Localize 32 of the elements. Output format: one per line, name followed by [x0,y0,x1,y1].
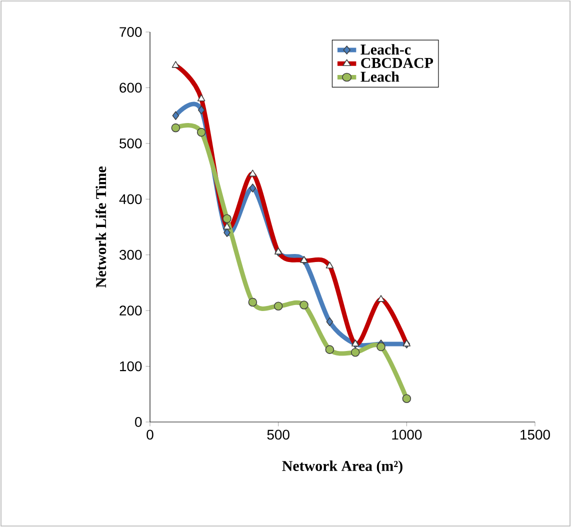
x-tick-label: 1000 [392,430,422,440]
x-axis-title: Network Area (m²) [282,460,402,474]
point [196,128,206,137]
y-tick-label: 400 [119,194,142,204]
legend-label: Leach [360,71,400,82]
point [248,298,258,307]
point [222,214,232,224]
point [376,342,386,352]
point [249,184,256,192]
point [172,111,180,120]
point [300,300,308,310]
x-tick-label: 500 [267,430,290,440]
y-tick-label: 0 [135,417,142,427]
point [326,317,334,326]
y-tick-label: 100 [120,361,142,372]
point [274,302,283,311]
y-axis-title: Network Life Time [95,166,106,288]
x-tick-label: 1500 [520,430,550,440]
y-tick-label: 600 [120,82,142,93]
legend-label: Leach-c [360,44,411,55]
y-tick-label: 700 [120,27,142,37]
y-tick-label: 200 [120,306,142,316]
y-tick-label: 300 [119,250,142,260]
x-tick-label: 0 [146,430,154,440]
point [224,228,230,237]
point [198,106,205,114]
point [402,394,412,403]
point [171,123,180,132]
y-tick-label: 500 [120,138,142,148]
point [325,345,334,354]
legend-label: CBCDACP [361,58,434,68]
point [350,348,360,357]
